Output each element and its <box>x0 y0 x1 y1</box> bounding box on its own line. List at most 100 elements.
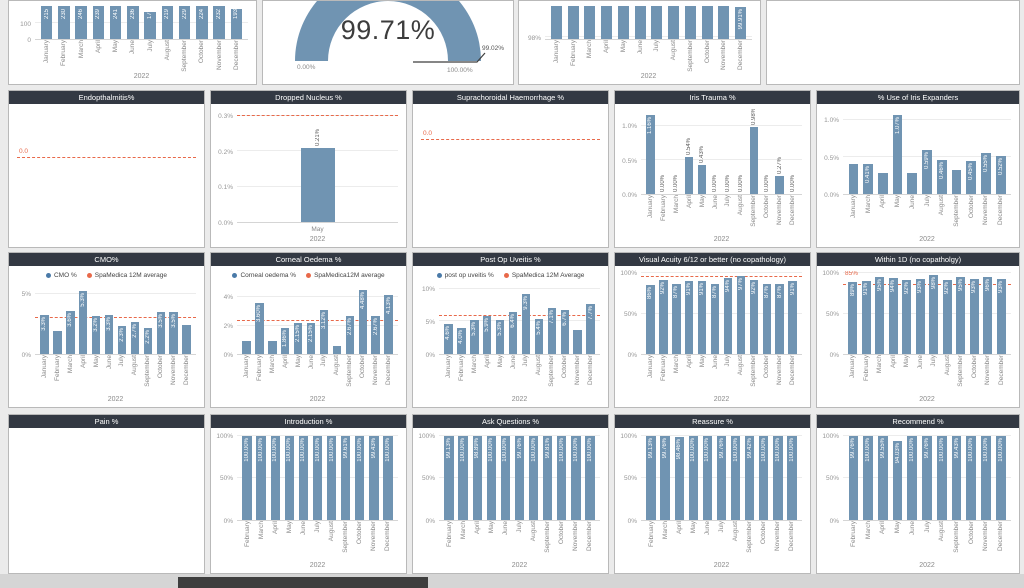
bar[interactable]: 1.86% <box>280 327 290 354</box>
bar[interactable]: 99.76% <box>660 435 670 520</box>
bar[interactable]: 3.12% <box>319 309 329 354</box>
bar[interactable] <box>634 6 646 39</box>
panel-reassure[interactable]: Reassure % 0% 50% 100% 99.13% 99.76% 98.46% 100… <box>614 414 811 574</box>
panel-endopthalmitis[interactable]: Endopthalmitis% 0.0 <box>8 90 205 248</box>
panel-dropped-nucleus[interactable]: Dropped Nucleus % 0.0% 0.1% 0.2% 0.3% 0.3%0.2… <box>210 90 407 248</box>
bar[interactable]: 6.4% <box>508 312 518 354</box>
bar[interactable]: 92% <box>942 279 952 354</box>
bar[interactable]: 96% <box>983 276 993 354</box>
bar[interactable]: 100.00% <box>557 435 567 520</box>
bar[interactable] <box>567 6 579 39</box>
bar[interactable] <box>651 6 663 39</box>
bar[interactable]: 99.76% <box>514 435 525 520</box>
bar[interactable]: 2.15% <box>306 323 316 354</box>
bar[interactable]: 99.13% <box>444 436 454 520</box>
bar[interactable]: 100.00% <box>355 435 365 520</box>
bar[interactable]: 86% <box>646 284 655 354</box>
bar[interactable]: 93% <box>996 279 1006 354</box>
bar[interactable]: 7.7% <box>586 303 595 354</box>
bar[interactable]: 99.55% <box>877 435 888 520</box>
bar[interactable]: 100.00% <box>486 435 496 520</box>
panel-ask-questions[interactable]: Ask Questions % 0% 50% 100% 99.13% 100.00% 98.… <box>412 414 609 574</box>
panel-iris-trauma[interactable]: Iris Trauma % 0.0% 0.5% 1.0% 1.16% 0.00% 0.00%… <box>614 90 811 248</box>
bar[interactable] <box>92 6 105 39</box>
bar[interactable]: 100.00% <box>995 435 1006 520</box>
bar[interactable] <box>735 7 747 39</box>
bar[interactable] <box>196 6 208 39</box>
bar[interactable] <box>213 6 225 39</box>
bar[interactable]: 100.00% <box>528 435 539 520</box>
bar[interactable] <box>58 6 70 39</box>
bar[interactable]: 94% <box>723 278 733 354</box>
bar[interactable] <box>268 341 277 354</box>
bar[interactable]: 5.4% <box>534 318 544 354</box>
bar[interactable]: 5.9% <box>482 315 492 354</box>
bar[interactable] <box>877 173 888 194</box>
bar[interactable]: 100.00% <box>966 435 977 520</box>
panel-introduction[interactable]: Introduction % 0% 50% 100% 100.00% 100.00% 100… <box>210 414 407 574</box>
bar[interactable]: 5.3% <box>470 319 479 354</box>
panel-top-blank[interactable] <box>766 0 1020 85</box>
panel-post-op-uveitis[interactable]: Post Op Uveitis % post op uveitis % SpaMed… <box>412 252 609 408</box>
bar[interactable] <box>230 8 243 39</box>
bar[interactable]: 4.6% <box>444 324 453 354</box>
bar[interactable]: 100.00% <box>458 435 468 520</box>
bar[interactable]: 0.43% <box>697 146 707 194</box>
bar[interactable]: 92% <box>902 279 912 354</box>
bar[interactable]: 100.00% <box>256 435 266 520</box>
bar[interactable] <box>127 6 139 39</box>
bar[interactable]: 3.2% <box>91 315 101 354</box>
bar[interactable]: 99.81% <box>543 435 553 520</box>
bar[interactable]: 2.2% <box>143 327 153 354</box>
bar[interactable]: 100.00% <box>312 435 323 520</box>
bar[interactable]: 100.00% <box>907 435 918 520</box>
bar[interactable]: 2.3% <box>117 326 127 354</box>
bar[interactable]: 4.0% <box>457 327 466 354</box>
bar[interactable] <box>550 6 562 39</box>
panel-visual-acuity[interactable]: Visual Acuity 6/12 or better (no copatho… <box>614 252 811 408</box>
bar[interactable] <box>161 6 174 39</box>
bar[interactable]: 100.00% <box>702 435 713 520</box>
bar[interactable] <box>718 6 730 39</box>
bar[interactable] <box>951 169 962 194</box>
bar[interactable] <box>668 6 680 39</box>
bar[interactable]: 100.00% <box>284 435 294 520</box>
bar[interactable]: 100.00% <box>298 435 309 520</box>
bar[interactable]: 98.46% <box>674 436 684 520</box>
bar[interactable]: 100.00% <box>585 435 595 520</box>
panel-suprachoroidal-haemorrhage[interactable]: Suprachoroidal Haemorrhage % 0.0 <box>412 90 609 248</box>
bar[interactable]: 98% <box>929 275 939 354</box>
bar[interactable]: 99.61% <box>341 435 351 520</box>
bar[interactable]: 97% <box>736 275 746 354</box>
bar[interactable]: 100.00% <box>863 435 873 520</box>
bar[interactable] <box>144 12 156 39</box>
bar[interactable]: 100.00% <box>730 435 741 520</box>
panel-monthly-volume[interactable]: 0 100 215 230 246 239 241 236 171 219 229 224 232 193… <box>8 0 257 85</box>
bar[interactable]: 91% <box>861 280 871 354</box>
bar[interactable]: 91% <box>684 280 694 354</box>
bar[interactable]: 3.5% <box>156 312 166 354</box>
panel-top-right-rate[interactable]: 98% 99.91% January February March April May Jun… <box>518 0 761 85</box>
bar[interactable]: 7.1% <box>547 307 557 354</box>
bar[interactable]: 91% <box>697 280 707 354</box>
bar[interactable]: 92% <box>749 279 759 354</box>
panel-pain[interactable]: Pain % <box>8 414 205 574</box>
bar[interactable]: 6.7% <box>560 310 570 354</box>
bar[interactable]: 99.76% <box>716 435 727 520</box>
bar[interactable] <box>701 6 713 39</box>
bar[interactable] <box>182 325 191 354</box>
bar[interactable]: 2.15% <box>293 323 303 354</box>
bar[interactable]: 98.89% <box>472 436 482 520</box>
bar[interactable]: 3.6% <box>66 310 75 354</box>
bar[interactable] <box>617 6 629 39</box>
bar[interactable]: 99.43% <box>951 436 962 520</box>
bar[interactable]: 99.42% <box>745 436 755 520</box>
bar[interactable]: 0.41% <box>863 163 873 194</box>
bar[interactable] <box>109 6 122 39</box>
bar[interactable]: 1.07% <box>892 114 903 194</box>
bar[interactable] <box>75 6 87 39</box>
bar[interactable]: 2.67% <box>345 315 355 354</box>
bar[interactable]: 100.00% <box>936 435 947 520</box>
bar[interactable]: 94% <box>888 278 898 354</box>
panel-iris-expanders[interactable]: % Use of Iris Expanders 0.0% 0.5% 1.0% 0.41%… <box>816 90 1020 248</box>
